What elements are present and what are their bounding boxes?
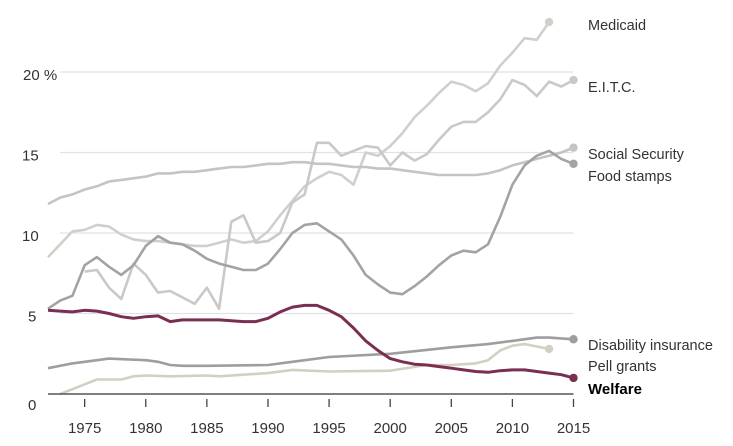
series-label: E.I.T.C. [588,80,636,96]
series-endpoint-marker [544,17,554,27]
series-label: Welfare [588,381,642,398]
series-endpoint-marker [569,159,578,168]
series-line-disability-insurance [47,336,574,370]
series-endpoint-marker [569,143,578,152]
series-line-pell-grants [59,342,550,396]
series-lines [47,17,578,396]
series-line-medicaid [47,21,551,258]
series-line-welfare [47,303,574,380]
series-endpoint-marker [569,373,578,383]
series-label: Pell grants [588,359,657,375]
series-label: Food stamps [588,169,672,185]
series-label: Medicaid [588,18,646,34]
series-line-e-i-t-c- [84,78,575,311]
y-axis: 0 5 10 15 20 % [22,67,57,414]
x-tick-label: 2015 [557,420,590,437]
x-tick-label: 1975 [68,420,101,437]
x-tick-label: 1995 [312,420,345,437]
y-tick-label: 0 [28,397,36,414]
x-tick-label: 1980 [129,420,162,437]
x-tick-label: 1990 [251,420,284,437]
y-tick-label: 15 [22,148,39,165]
series-label: Disability insurance [588,338,713,354]
x-tick-label: 2010 [496,420,529,437]
x-tick-label: 1985 [190,420,223,437]
series-labels: Medicaid E.I.T.C. Social Security Food stam… [588,18,713,398]
series-endpoint-marker [569,335,578,344]
x-tick-label: 2005 [435,420,468,437]
y-tick-label: 20 % [23,67,57,84]
series-line-social-security [47,146,574,206]
gridlines [60,71,574,315]
series-line-food-stamps [47,149,574,310]
series-label: Social Security [588,147,685,163]
series-endpoint-marker [569,75,578,85]
y-tick-label: 10 [22,228,39,245]
series-endpoint-marker [544,344,554,354]
x-axis: 1975 1980 1985 1990 1995 2000 2005 2010 2015 [48,393,590,437]
y-tick-label: 5 [28,309,36,326]
x-tick-label: 2000 [373,420,406,437]
